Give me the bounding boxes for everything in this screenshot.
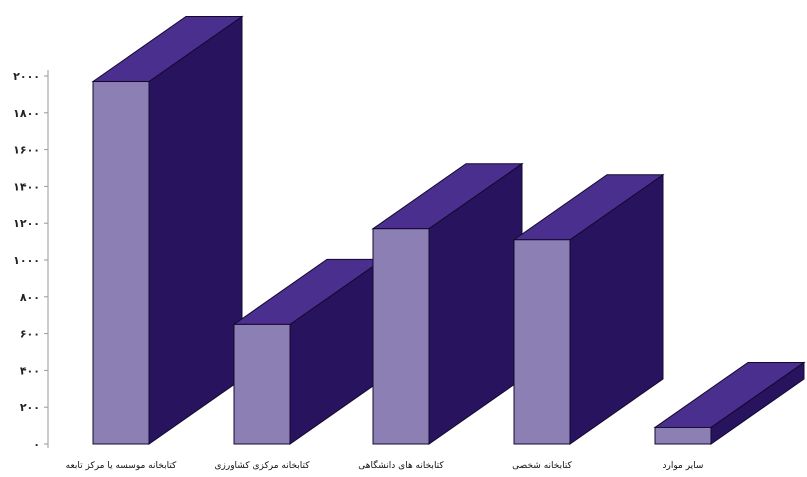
category-label: کتابخانه موسسه یا مرکز تابعه xyxy=(66,461,177,471)
bar-front-face xyxy=(92,81,150,445)
y-tick-label: ۱۶۰۰ xyxy=(13,144,40,157)
bar xyxy=(512,173,665,445)
y-tick-label: ۲۰۰ xyxy=(20,401,40,414)
y-tick-label: ۴۰۰ xyxy=(20,364,40,377)
y-tick-label: ۰ xyxy=(33,438,40,451)
bar-side-face xyxy=(148,15,243,445)
y-axis: ۰ ۲۰۰ ۴۰۰ ۶۰۰ ۸۰۰ ۱۰۰۰ ۱۲۰۰ ۱۴۰۰ ۱۶۰۰ ۱۸۰۰ ۲۰۰۰ xyxy=(13,70,49,451)
bar-front-face xyxy=(513,239,571,445)
bar xyxy=(232,258,385,445)
category-label: کتابخانه های دانشگاهی xyxy=(358,459,444,471)
category-label: کتابخانه شخصی xyxy=(512,461,572,471)
category-labels: کتابخانه موسسه یا مرکز تابعه کتابخانه مرک… xyxy=(66,459,704,471)
y-tick-label: ۲۰۰۰ xyxy=(13,70,40,83)
y-tick-label: ۶۰۰ xyxy=(20,328,40,341)
y-tick-label: ۱۴۰۰ xyxy=(13,180,40,193)
bar-front-face xyxy=(372,228,430,445)
y-tick-label: ۱۲۰۰ xyxy=(13,217,40,230)
y-tick-label: ۱۸۰۰ xyxy=(13,107,40,120)
bar-front-face xyxy=(654,426,712,445)
category-label: سایر موارد xyxy=(663,461,704,471)
bar xyxy=(653,361,806,445)
y-tick-label: ۱۰۰۰ xyxy=(13,254,40,267)
bar xyxy=(371,162,524,445)
y-tick-label: ۸۰۰ xyxy=(20,291,40,304)
bars xyxy=(91,15,806,445)
bar-front-face xyxy=(233,323,291,445)
bar xyxy=(91,15,244,445)
category-label: کتابخانه مرکزی کشاورزی xyxy=(214,461,310,471)
